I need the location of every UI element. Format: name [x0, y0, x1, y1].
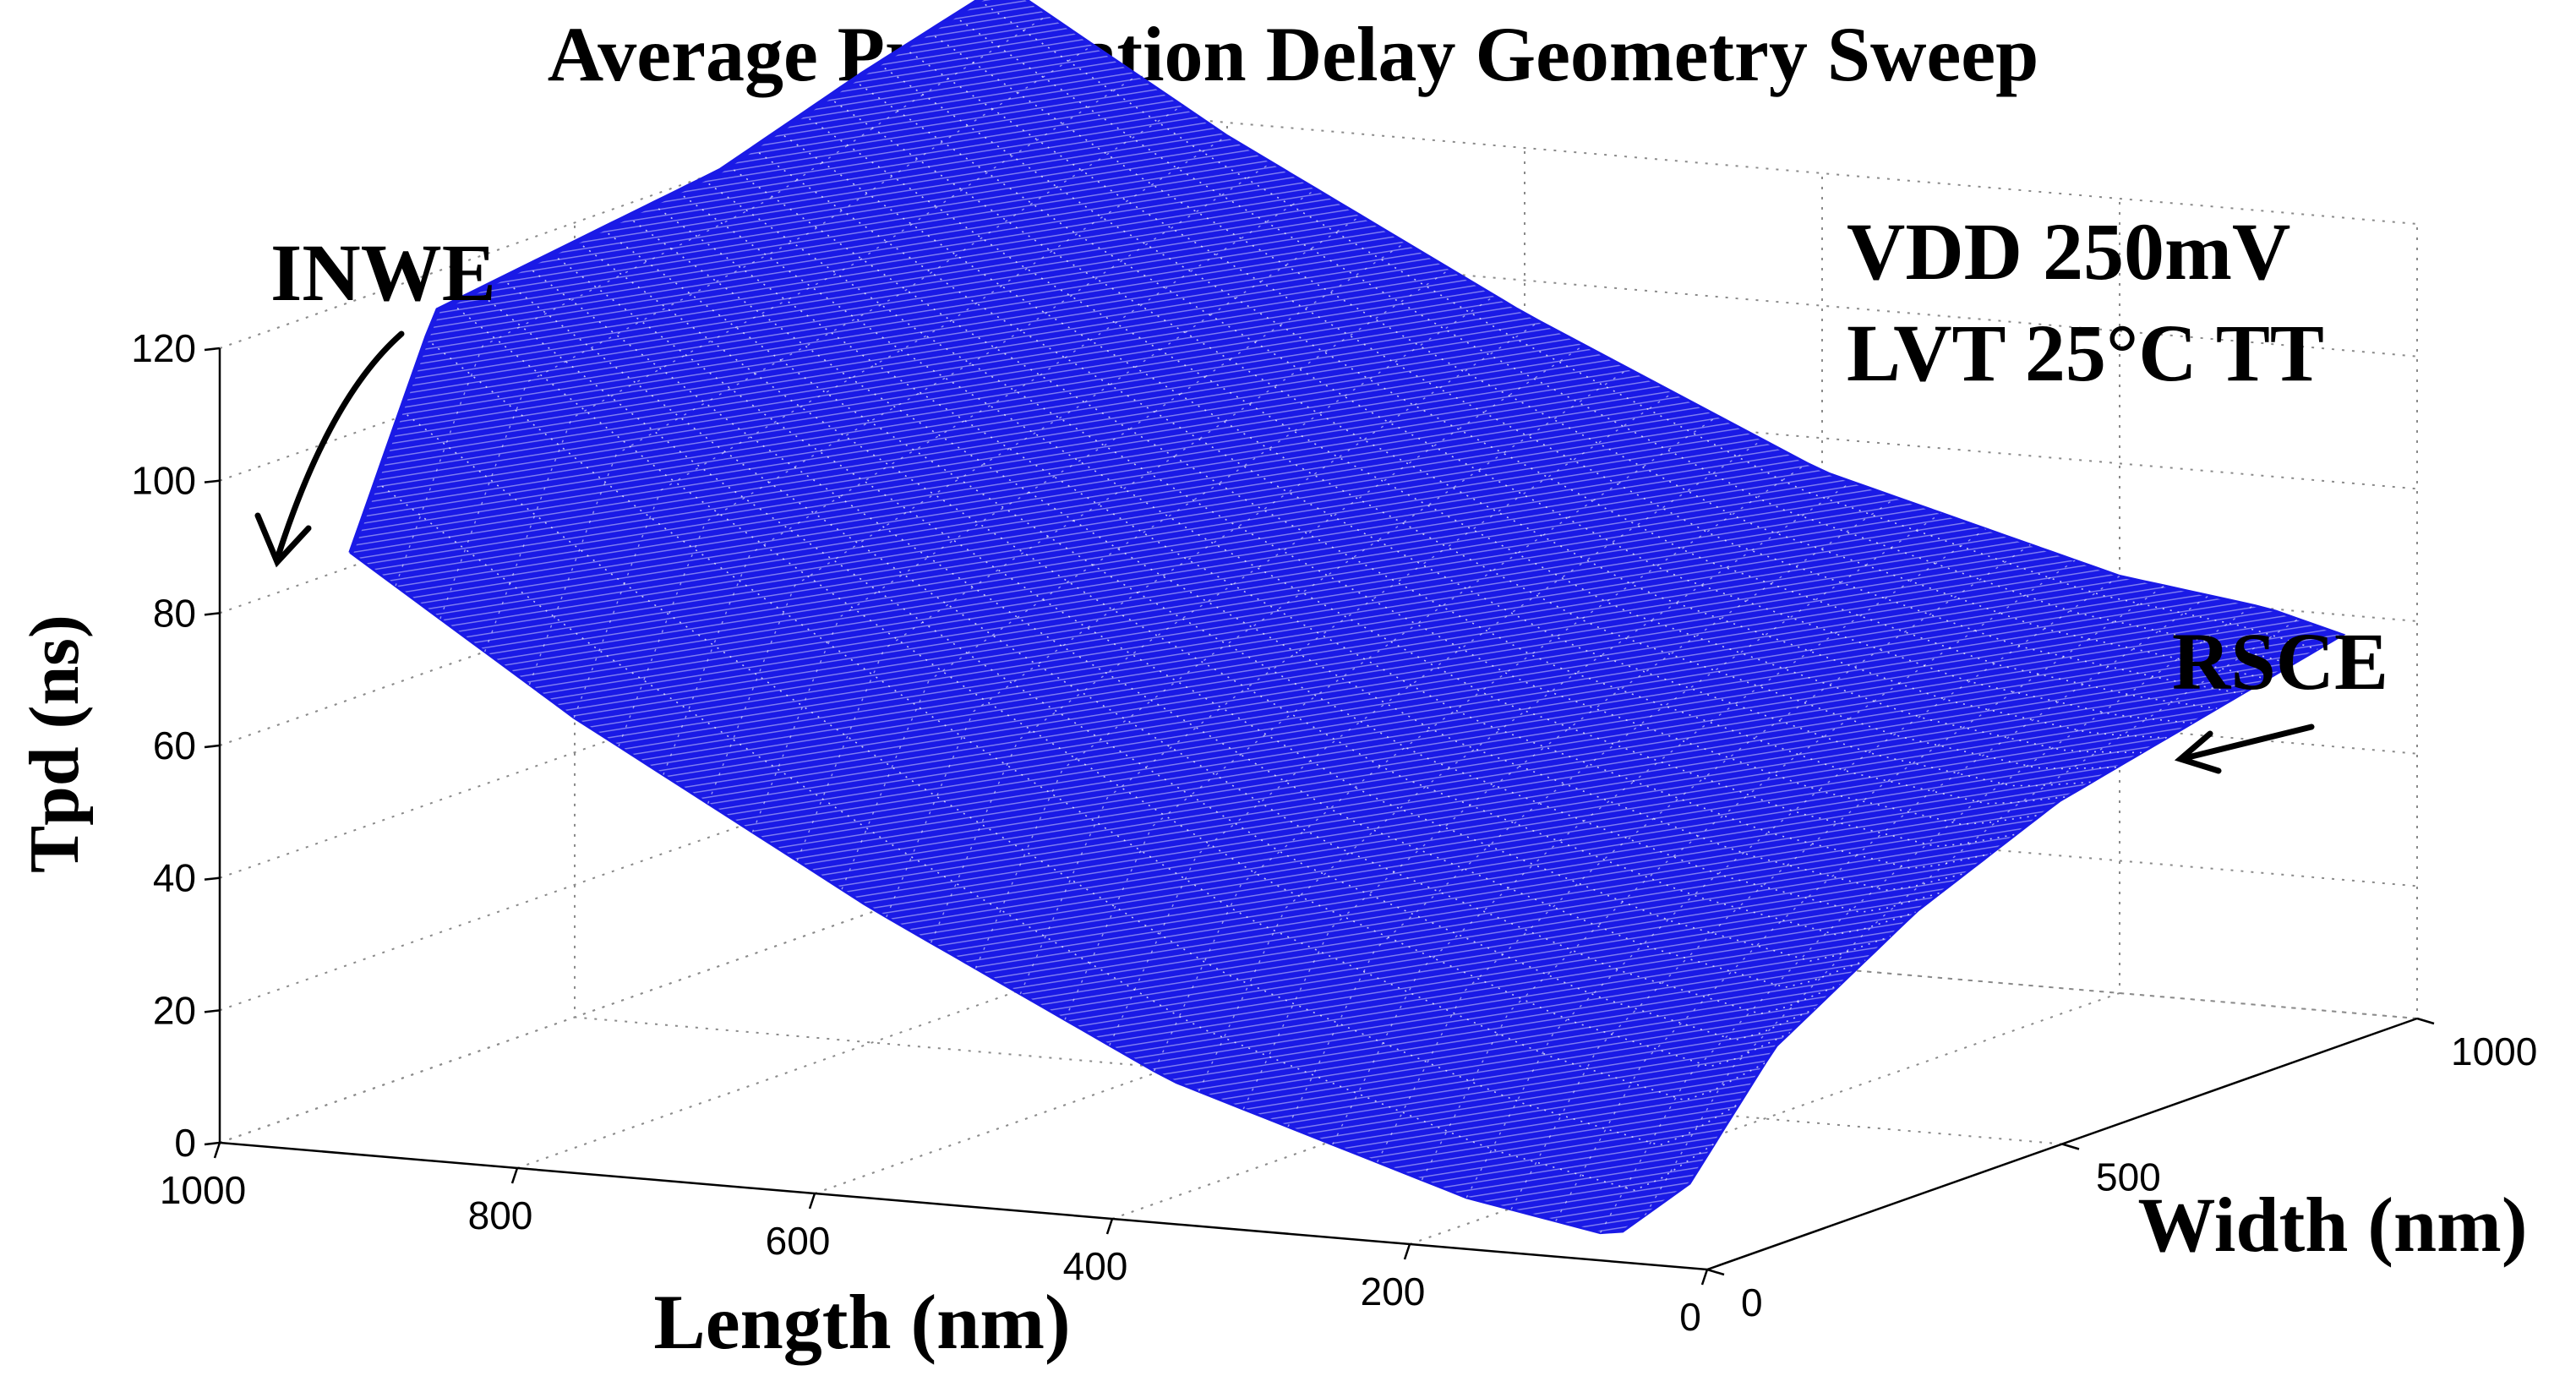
annotation-rsce-arrow: [2181, 724, 2315, 762]
mesh-line-length: [1153, 462, 1808, 1072]
surface-fill: [349, 0, 2346, 1235]
z-tick-mark: [204, 876, 221, 881]
mesh-line-length: [1421, 560, 2076, 1181]
annotation-inwe: INWE: [270, 227, 496, 318]
mesh-line-width: [877, 63, 2218, 709]
mesh-line-length: [974, 368, 1629, 969]
annotation-inwe-arrowhead: [254, 512, 312, 568]
x-axis-label: Length (nm): [653, 1279, 1070, 1365]
x-tick-label: 0: [1679, 1295, 1701, 1339]
x-axis-ticks: 1000 800 600 400 200 0: [160, 1142, 1709, 1339]
mesh-line-length: [618, 161, 1273, 747]
x-tick-label: 800: [468, 1193, 533, 1237]
z-tick-label: 120: [131, 326, 196, 370]
z-tick-mark: [204, 1009, 221, 1013]
y-axis-ticks: 0 500 1000: [1706, 1017, 2537, 1324]
z-tick-label: 80: [153, 591, 196, 635]
z-tick-mark: [204, 1141, 221, 1146]
z-tick-mark: [204, 612, 221, 616]
x-tick-mark: [808, 1193, 816, 1210]
surface: [348, 0, 2346, 1235]
mesh-line-length: [1376, 543, 2031, 1163]
mesh-line-width: [903, 47, 2243, 695]
y-tick-label: 500: [2096, 1155, 2161, 1199]
z-tick-mark: [204, 479, 221, 483]
z-axis-ticks: 0 20 40 60 80 100 120: [131, 326, 221, 1165]
z-axis-label: Tpd (ns): [15, 614, 94, 873]
mesh-line-length: [528, 105, 1183, 685]
x-tick-label: 600: [766, 1219, 831, 1263]
mesh-line-length: [439, 44, 1094, 620]
z-tick-label: 60: [153, 724, 196, 767]
z-tick-label: 20: [153, 988, 196, 1032]
z-tick-label: 0: [174, 1121, 196, 1165]
z-tick-label: 100: [131, 459, 196, 503]
mesh-line-length: [395, 14, 1050, 587]
z-tick-mark: [204, 347, 221, 352]
mesh-line-width: [601, 228, 1941, 914]
y-tick-label: 1000: [2451, 1029, 2537, 1073]
mesh-line-length: [663, 188, 1317, 776]
x-tick-label: 1000: [160, 1168, 246, 1212]
x-tick-mark: [213, 1142, 221, 1159]
mesh-line-length: [1332, 528, 1986, 1145]
mesh-line-length: [483, 74, 1138, 653]
annotation-vdd: VDD 250mV: [1847, 206, 2290, 297]
annotation-rsce-arrowhead: [2174, 730, 2222, 774]
mesh-line-length: [751, 242, 1406, 833]
mesh-line-width: [626, 216, 1967, 892]
mesh-line-length: [573, 135, 1228, 718]
mesh-line-length: [1465, 575, 2120, 1199]
x-tick-label: 400: [1063, 1244, 1128, 1288]
y-tick-mark: [2061, 1143, 2080, 1150]
x-tick-mark: [1700, 1269, 1709, 1286]
mesh-line-width: [652, 204, 1992, 870]
z-tick-mark: [204, 744, 221, 749]
mesh-line-length: [707, 215, 1362, 804]
mesh-line-length: [1510, 585, 2165, 1210]
grid-line-x: [1409, 199, 2120, 1245]
x-tick-mark: [510, 1167, 519, 1184]
x-tick-mark: [1105, 1218, 1114, 1235]
annotation-process: LVT 25°C TT: [1847, 308, 2324, 398]
surface-ridge: [348, 0, 985, 554]
y-tick-mark: [1706, 1268, 1725, 1276]
x-tick-label: 200: [1361, 1270, 1426, 1313]
mesh-line-width: [928, 31, 2268, 680]
x-tick-mark: [1403, 1243, 1411, 1260]
annotation-inwe-arrow: [276, 330, 405, 557]
mesh-line-width: [978, 0, 2318, 651]
z-tick-label: 40: [153, 856, 196, 900]
annotation-rsce: RSCE: [2172, 616, 2388, 707]
y-tick-label: 0: [1741, 1281, 1763, 1324]
y-tick-mark: [2416, 1017, 2435, 1025]
y-axis-label: Width (nm): [2138, 1182, 2528, 1268]
mesh-line-length: [796, 268, 1451, 861]
chart-title: Average Propagation Delay Geometry Sweep: [548, 11, 2039, 97]
